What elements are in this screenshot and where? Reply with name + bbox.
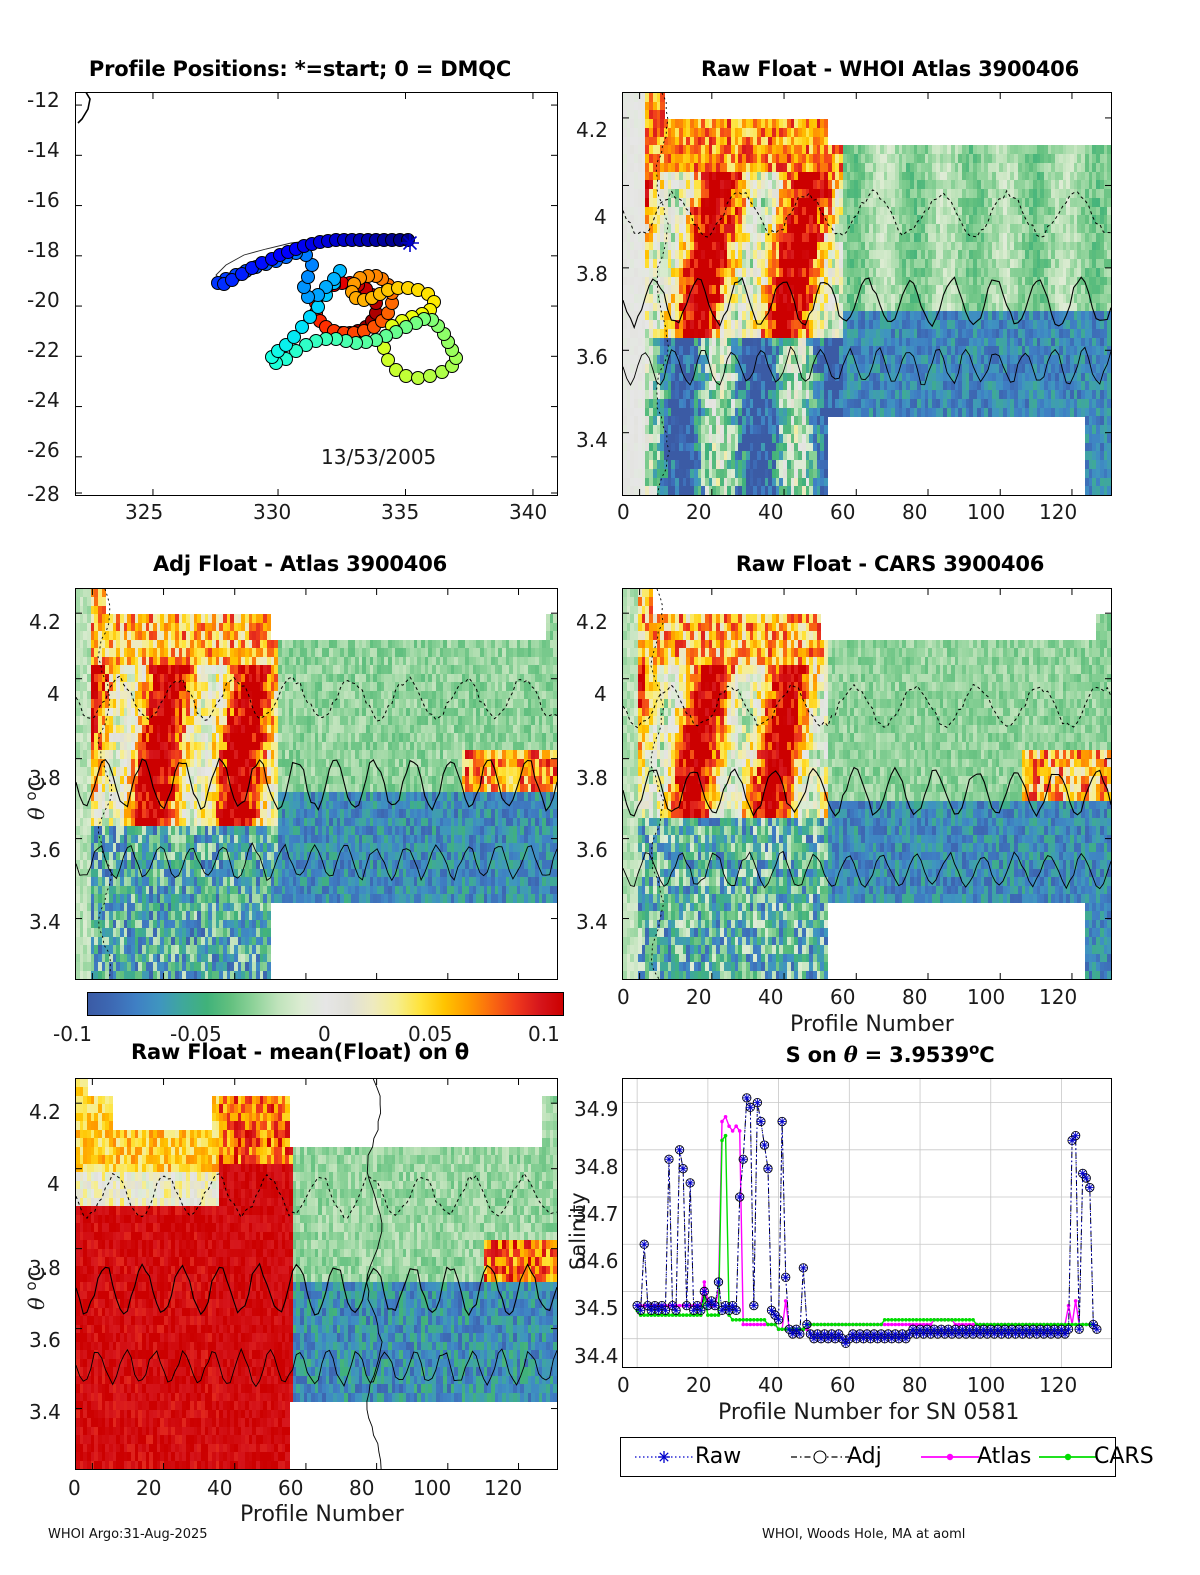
raw-mean-xtick: 40 [207,1476,232,1500]
raw-mean-ytick: 3.8 [29,1256,61,1280]
raw-atlas-xtick: 60 [830,500,855,524]
profile-position-marker [301,270,315,284]
raw-mean-xtick: 20 [136,1476,161,1500]
s-on-theta-xlabel: Profile Number for SN 0581 [718,1400,1019,1425]
map-ytick: -14 [27,138,60,162]
raw-atlas-xtick: 80 [902,500,927,524]
start-marker-asterisk [400,233,420,253]
raw-atlas-xtick: 120 [1039,500,1077,524]
raw-cars-axes[interactable] [622,588,1112,980]
s-on-theta-xtick: 100 [967,1373,1005,1397]
raw-cars-ytick: 3.8 [576,766,608,790]
raw-atlas-ytick: 4 [594,205,607,229]
map-xtick: 335 [381,500,419,524]
raw-atlas-ytick: 3.6 [576,345,608,369]
raw-atlas-xtick: 40 [758,500,783,524]
raw-atlas-ytick: 3.8 [576,262,608,286]
map-date-annotation: 13/53/2005 [321,445,436,469]
raw-cars-ytick: 3.6 [576,838,608,862]
raw-cars-ytick: 3.4 [576,910,608,934]
raw-cars-xtick: 40 [758,985,783,1009]
raw-atlas-ytick: 3.4 [576,428,608,452]
s-on-theta-ytick: 34.6 [574,1249,619,1273]
raw-atlas-ytick: 4.2 [576,118,608,142]
map-xtick: 325 [125,500,163,524]
s-on-theta-ytick: 34.5 [574,1296,619,1320]
adj-atlas-heatmap [76,589,557,979]
colorbar[interactable] [87,992,564,1016]
raw-cars-xtick: 80 [902,985,927,1009]
footer-right: WHOI, Woods Hole, MA at aoml [762,1527,965,1542]
raw-atlas-xtick: 100 [967,500,1005,524]
map-ytick: -16 [27,188,60,212]
raw-atlas-xtick: 20 [686,500,711,524]
raw-cars-xtick: 120 [1039,985,1077,1009]
map-axes[interactable]: 13/53/2005 [75,92,558,496]
raw-cars-title: Raw Float - CARS 3900406 [620,552,1160,576]
legend-label-raw: Raw [695,1444,741,1469]
map-xtick: 340 [509,500,547,524]
legend-label-adj: Adj [847,1444,882,1469]
raw-cars-heatmap [623,589,1111,979]
raw-mean-ytick: 4.2 [29,1100,61,1124]
raw-atlas-heatmap [623,93,1111,495]
s-on-theta-xtick: 80 [902,1373,927,1397]
raw-mean-xtick: 80 [349,1476,374,1500]
raw-mean-xlabel: Profile Number [240,1502,404,1527]
adj-atlas-ytick: 3.8 [29,766,61,790]
s-on-theta-axes[interactable] [622,1078,1112,1368]
raw-cars-xtick: 60 [830,985,855,1009]
map-ytick: -12 [27,88,60,112]
raw-cars-xtick: 100 [967,985,1005,1009]
raw-cars-xlabel: Profile Number [790,1012,954,1037]
s-on-theta-xtick: 120 [1039,1373,1077,1397]
raw-cars-ytick: 4.2 [576,610,608,634]
theta-value: 3.9539 [889,1043,969,1067]
s-on-theta-xtick: 20 [686,1373,711,1397]
s-on-theta-plot [623,1079,1111,1367]
raw-mean-title: Raw Float - mean(Float) on θ [30,1040,570,1064]
raw-cars-xtick: 0 [617,985,630,1009]
raw-mean-xtick: 60 [278,1476,303,1500]
raw-mean-heatmap [76,1079,557,1469]
raw-atlas-axes[interactable] [622,92,1112,496]
raw-mean-ytick: 3.4 [29,1400,61,1424]
s-on-theta-ytick: 34.8 [574,1155,619,1179]
raw-mean-xtick: 0 [68,1476,81,1500]
footer-left: WHOI Argo:31-Aug-2025 [48,1527,208,1542]
s-on-theta-title: S on θ = 3.9539oC [620,1040,1160,1067]
raw-mean-xtick: 120 [484,1476,522,1500]
s-on-theta-ytick: 34.4 [574,1344,619,1368]
raw-mean-ytick: 3.6 [29,1328,61,1352]
raw-cars-xtick: 20 [686,985,711,1009]
map-title: Profile Positions: *=start; 0 = DMQC [30,57,570,81]
raw-mean-ytick: 4 [47,1172,60,1196]
map-ytick: -24 [27,388,60,412]
map-ytick: -18 [27,238,60,262]
raw-atlas-xtick: 0 [617,500,630,524]
s-on-theta-xtick: 60 [830,1373,855,1397]
s-on-theta-ytick: 34.9 [574,1097,619,1121]
s-on-theta-xtick: 40 [758,1373,783,1397]
s-on-theta-ytick: 34.7 [574,1202,619,1226]
raw-atlas-title: Raw Float - WHOI Atlas 3900406 [620,57,1160,81]
raw-mean-xtick: 100 [413,1476,451,1500]
adj-atlas-ytick: 3.6 [29,838,61,862]
adj-atlas-ytick: 4 [47,682,60,706]
raw-cars-ytick: 4 [594,682,607,706]
adj-atlas-title: Adj Float - Atlas 3900406 [30,552,570,576]
adj-atlas-axes[interactable] [75,588,558,980]
raw-mean-axes[interactable] [75,1078,558,1470]
map-ytick: -28 [27,482,60,506]
legend-label-cars: CARS [1094,1444,1154,1469]
map-xtick: 330 [253,500,291,524]
map-ytick: -26 [27,438,60,462]
legend-label-atlas: Atlas [977,1444,1031,1469]
adj-atlas-ytick: 4.2 [29,610,61,634]
profile-position-marker [311,300,325,314]
adj-atlas-ytick: 3.4 [29,910,61,934]
s-on-theta-xtick: 0 [617,1373,630,1397]
map-ytick: -22 [27,338,60,362]
map-ytick: -20 [27,288,60,312]
